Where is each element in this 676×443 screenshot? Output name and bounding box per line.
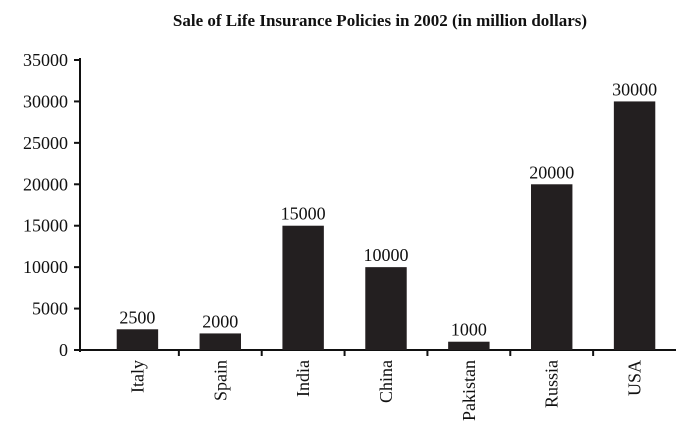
y-tick-label: 20000 [23, 174, 68, 194]
x-tick-label: China [376, 360, 396, 403]
y-tick-label: 35000 [23, 50, 68, 70]
bar [531, 184, 573, 350]
bar [282, 225, 324, 350]
bar [116, 329, 159, 350]
x-tick-label: Pakistan [459, 360, 479, 421]
y-tick-label: 0 [59, 340, 68, 360]
bar [448, 341, 490, 350]
x-tick-label: India [293, 360, 313, 397]
data-label: 10000 [364, 245, 409, 265]
data-label: 15000 [281, 204, 326, 224]
x-tick-label: Italy [127, 360, 147, 393]
y-tick-label: 15000 [23, 216, 68, 236]
data-label: 30000 [612, 79, 657, 99]
y-tick-label: 10000 [23, 257, 68, 277]
y-tick-label: 5000 [32, 299, 68, 319]
x-tick-label: Spain [210, 360, 230, 401]
data-label: 2000 [202, 311, 238, 331]
x-tick-label: Russia [542, 360, 562, 408]
chart-title: Sale of Life Insurance Policies in 2002 … [173, 11, 587, 30]
data-label: 20000 [529, 162, 574, 182]
y-tick-label: 25000 [23, 133, 68, 153]
bar [613, 101, 656, 350]
bar [199, 333, 241, 350]
data-label: 1000 [451, 320, 487, 340]
bar [365, 267, 407, 350]
x-tick-label: USA [625, 360, 645, 396]
y-tick-label: 30000 [23, 91, 68, 111]
data-label: 2500 [119, 307, 155, 327]
